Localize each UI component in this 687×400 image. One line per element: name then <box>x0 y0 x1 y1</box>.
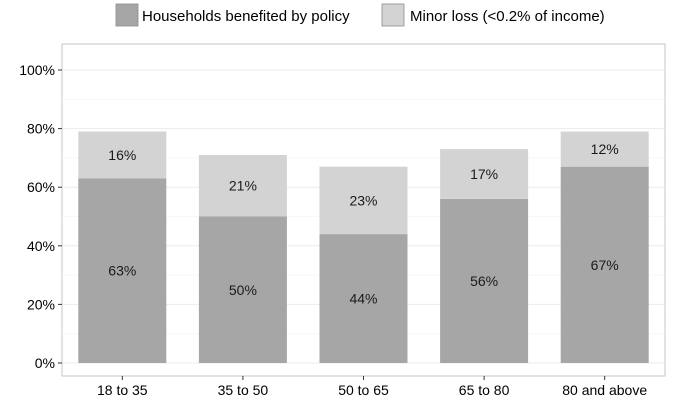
y-tick-label: 80% <box>27 121 55 137</box>
y-tick-label: 60% <box>27 179 55 195</box>
y-tick-label: 20% <box>27 296 55 312</box>
y-axis: 0% 20% 40% 60% 80% 100% <box>19 62 62 371</box>
y-tick-label: 100% <box>19 62 55 78</box>
legend-swatch <box>381 3 405 27</box>
data-label: 67% <box>591 257 619 273</box>
bar-benefited <box>319 234 408 363</box>
legend-label: Minor loss (<0.2% of income) <box>410 8 605 25</box>
x-tick-label: 65 to 80 <box>459 382 510 398</box>
bar-minor-loss <box>560 131 649 167</box>
y-tick-label: 0% <box>35 355 55 371</box>
bars <box>78 131 649 363</box>
legend-swatch <box>115 3 139 27</box>
y-tick-label: 40% <box>27 238 55 254</box>
x-tick-label: 80 and above <box>562 382 647 398</box>
data-label: 21% <box>229 178 257 194</box>
bar-minor-loss <box>319 166 408 235</box>
bar-minor-loss <box>440 149 529 199</box>
bar-benefited <box>440 198 529 363</box>
data-label: 23% <box>349 192 377 208</box>
legend-label: Households benefited by policy <box>142 8 350 25</box>
legend-item: Households benefited by policy <box>115 3 350 27</box>
x-tick-label: 18 to 35 <box>97 382 148 398</box>
bar-benefited <box>78 178 167 363</box>
bar-minor-loss <box>78 131 167 179</box>
x-tick-label: 35 to 50 <box>218 382 269 398</box>
data-label: 50% <box>229 282 257 298</box>
data-label: 16% <box>108 147 136 163</box>
data-label: 44% <box>349 291 377 307</box>
data-label: 17% <box>470 166 498 182</box>
x-axis: 18 to 35 35 to 50 50 to 65 65 to 80 80 and a… <box>97 376 647 398</box>
bar-benefited <box>198 216 287 363</box>
data-label: 56% <box>470 273 498 289</box>
data-labels: 63% 16% 50% 21% 44% 23% 56% 17% 67% 12% <box>108 141 618 306</box>
legend-item: Minor loss (<0.2% of income) <box>381 3 605 27</box>
data-label: 12% <box>591 141 619 157</box>
bar-minor-loss <box>198 154 287 217</box>
legend: Households benefited by policy Minor loss… <box>115 3 605 27</box>
x-tick-label: 50 to 65 <box>338 382 389 398</box>
bar-benefited <box>560 166 649 363</box>
data-label: 63% <box>108 263 136 279</box>
